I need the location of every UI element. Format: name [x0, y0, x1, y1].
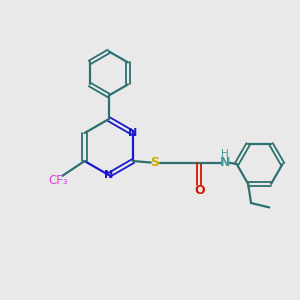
Text: N: N: [104, 170, 113, 180]
Text: H: H: [221, 149, 229, 159]
Text: N: N: [128, 128, 138, 138]
Text: O: O: [194, 184, 205, 197]
Text: S: S: [151, 156, 160, 169]
Text: N: N: [220, 156, 230, 169]
Text: CF₃: CF₃: [48, 174, 68, 187]
